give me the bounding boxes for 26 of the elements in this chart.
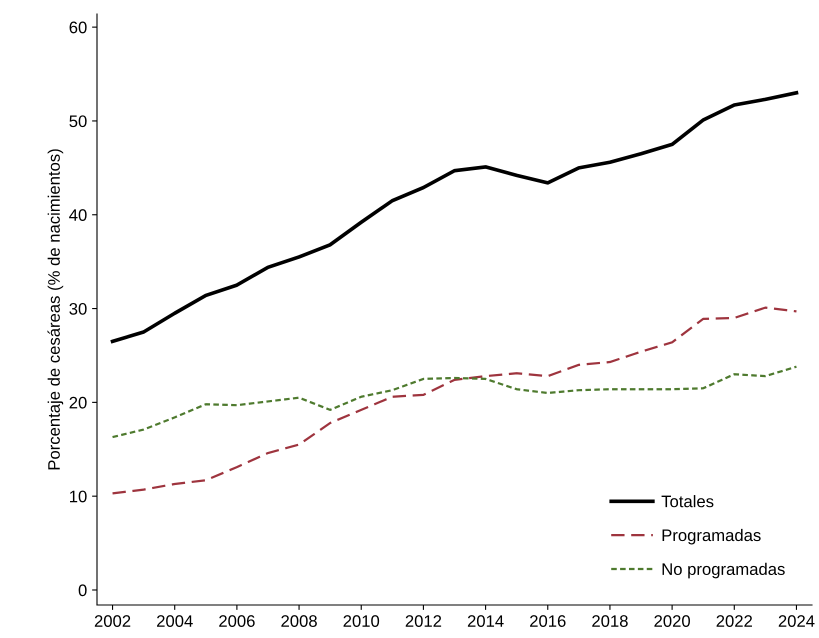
- x-tick-label: 2020: [654, 615, 690, 627]
- legend-label: Programadas: [662, 528, 761, 544]
- x-tick-label: 2016: [530, 615, 566, 627]
- x-tick-label: 2002: [94, 615, 130, 627]
- y-tick-label: 20: [70, 396, 87, 409]
- x-tick-label: 2006: [219, 615, 255, 627]
- line-series: [111, 366, 798, 438]
- x-tick-label: 2024: [778, 615, 815, 627]
- y-axis-title: Porcentaje de cesáreas (% de nacimientos): [47, 149, 64, 470]
- x-tick-label: 2018: [592, 615, 628, 627]
- y-tick-label: 50: [69, 115, 87, 128]
- y-tick-label: 30: [69, 302, 87, 315]
- legend-label: Totales: [662, 495, 714, 508]
- y-tick-label: 0: [78, 584, 87, 596]
- x-tick-label: 2022: [716, 615, 752, 627]
- x-tick-label: 2008: [281, 615, 317, 627]
- y-tick-label: 10: [70, 490, 87, 502]
- legend-label: No programadas: [662, 562, 785, 578]
- x-tick-label: 2004: [157, 615, 193, 627]
- y-tick-label: 60: [70, 22, 87, 34]
- x-tick-label: 2010: [344, 615, 380, 627]
- line-series: [111, 306, 798, 494]
- line-series: [110, 90, 798, 344]
- y-tick-label: 40: [69, 209, 87, 221]
- x-tick-label: 2014: [468, 615, 504, 627]
- x-tick-label: 2012: [406, 615, 442, 627]
